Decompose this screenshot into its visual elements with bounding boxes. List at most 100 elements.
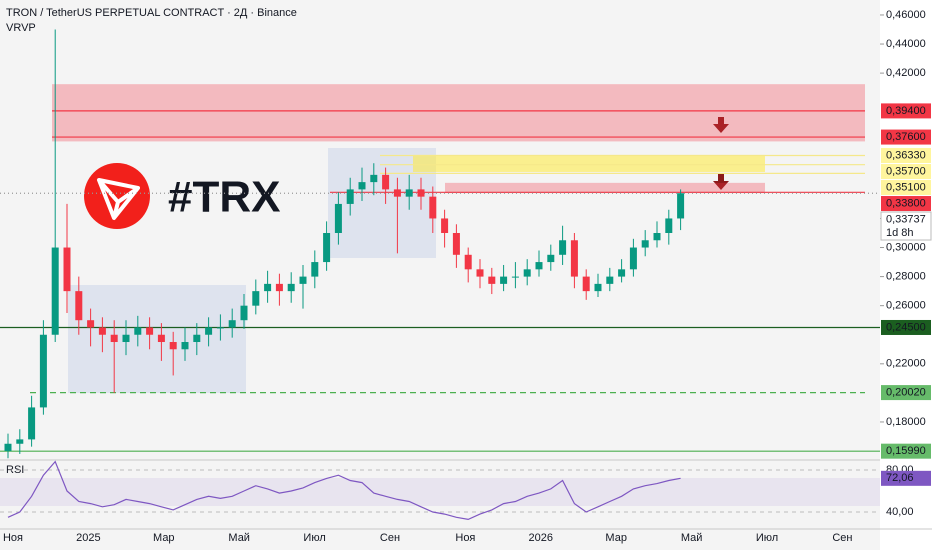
candle-body xyxy=(334,203,342,233)
price-label-bg xyxy=(881,385,931,401)
candle-body xyxy=(146,327,154,335)
candle-body xyxy=(511,276,519,278)
candle-body xyxy=(134,327,142,335)
price-label: 0,37600 xyxy=(886,131,926,143)
price-label: 0,15990 xyxy=(886,445,926,457)
candle-body xyxy=(323,232,331,263)
price-label: 0,33800 xyxy=(886,197,926,209)
price-label-bg xyxy=(881,196,931,212)
logo-text: #TRX xyxy=(168,173,280,222)
x-tick-label: Май xyxy=(228,532,250,544)
candle-body xyxy=(582,276,590,292)
x-tick-label: Май xyxy=(681,532,703,544)
candle-body xyxy=(382,174,390,190)
candle-body xyxy=(287,283,295,292)
candle-body xyxy=(16,439,24,444)
candle-body xyxy=(641,240,649,248)
price-label-bg xyxy=(881,103,931,119)
candle-body xyxy=(122,334,130,343)
candle-body xyxy=(618,269,626,277)
x-tick-label: 2026 xyxy=(529,532,553,544)
candle-body xyxy=(75,291,83,321)
price-label-bg xyxy=(881,129,931,145)
candle-body xyxy=(370,174,378,183)
candle-body xyxy=(594,283,602,292)
y-tick-label: 0,46000 xyxy=(886,9,926,21)
rsi-band xyxy=(0,478,880,506)
candle-body xyxy=(169,342,177,350)
y-tick-label: 0,44000 xyxy=(886,38,926,50)
candle-body xyxy=(264,283,272,292)
y-tick-label: 0,30000 xyxy=(886,241,926,253)
candle-body xyxy=(429,196,437,219)
candle-body xyxy=(193,334,201,343)
candle-body xyxy=(157,334,165,343)
candle-body xyxy=(417,189,425,197)
candle-body xyxy=(677,193,685,219)
candle-body xyxy=(464,254,472,270)
candle-body xyxy=(405,189,413,197)
candle-body xyxy=(181,342,189,350)
x-tick-label: Мар xyxy=(153,532,175,544)
candle-body xyxy=(51,247,59,335)
x-tick-label: 2025 xyxy=(76,532,100,544)
candle-body xyxy=(216,327,224,329)
y-tick-label: 0,22000 xyxy=(886,358,926,370)
candle-body xyxy=(629,247,637,270)
price-label-bg xyxy=(881,443,931,459)
volume-profile-area xyxy=(68,285,246,393)
candle-body xyxy=(87,320,95,328)
rsi-tick-label: 40,00 xyxy=(886,506,914,518)
candle-body xyxy=(559,240,567,255)
candle-body xyxy=(476,269,484,277)
rsi-value-bg xyxy=(881,470,931,486)
candle-body xyxy=(488,276,496,284)
candle-body xyxy=(665,218,673,233)
price-label: 0,20020 xyxy=(886,386,926,398)
price-label-bg xyxy=(881,180,931,196)
x-tick-label: Сен xyxy=(832,532,852,544)
arrow-down xyxy=(713,174,729,190)
trx-logo-mark xyxy=(97,178,140,220)
x-tick-label: Ноя xyxy=(455,532,475,544)
y-tick-label: 0,26000 xyxy=(886,300,926,312)
candle-body xyxy=(500,276,508,284)
candle-body xyxy=(358,182,366,190)
price-label-bg xyxy=(881,319,931,335)
countdown: 1d 8h xyxy=(886,227,914,239)
price-label: 0,36330 xyxy=(886,149,926,161)
trx-logo xyxy=(84,163,150,229)
x-tick-label: Ноя xyxy=(3,532,23,544)
zone xyxy=(413,154,765,172)
price-label: 0,35100 xyxy=(886,181,926,193)
candle-body xyxy=(39,334,47,408)
zone xyxy=(52,84,865,142)
price-label: 0,35700 xyxy=(886,165,926,177)
candle-body xyxy=(63,247,71,292)
candle-body xyxy=(653,232,661,241)
plot-background xyxy=(0,0,880,550)
candle-body xyxy=(110,334,118,343)
rsi-line xyxy=(7,460,681,521)
x-tick-label: Мар xyxy=(605,532,627,544)
candle-body xyxy=(535,262,543,270)
x-tick-label: Сен xyxy=(380,532,400,544)
candle-body xyxy=(28,407,36,440)
candle-body xyxy=(311,262,319,277)
candle-body xyxy=(299,276,307,284)
rsi-title: RSI xyxy=(6,464,24,476)
price-label-bg xyxy=(880,211,932,241)
zone xyxy=(445,182,765,194)
y-tick-label: 0,18000 xyxy=(886,416,926,428)
candle-body xyxy=(570,240,578,277)
y-tick-label: 0,42000 xyxy=(886,67,926,79)
candle-body xyxy=(275,283,283,292)
candle-body xyxy=(240,305,248,321)
candle-body xyxy=(523,269,531,277)
y-tick-label: 0,28000 xyxy=(886,271,926,283)
indicator-label: VRVP xyxy=(6,22,36,34)
price-label: 0,24500 xyxy=(886,321,926,333)
price-label-bg xyxy=(881,164,931,180)
price-label: 0,39400 xyxy=(886,105,926,117)
